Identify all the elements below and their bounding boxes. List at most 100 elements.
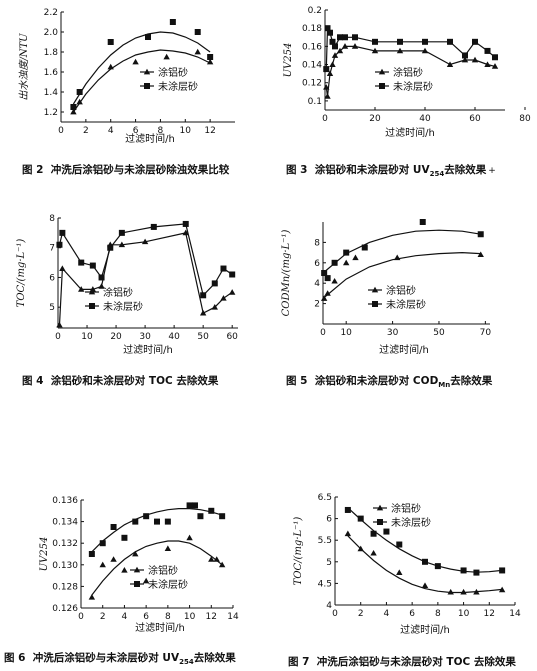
data-point-square (89, 262, 96, 269)
data-point-square (56, 241, 63, 248)
y-tick-label: 1.8 (44, 48, 59, 58)
legend-label: 未涂层砂 (103, 300, 143, 313)
data-point-triangle (421, 47, 429, 54)
y-tick-label: 0.2 (308, 6, 322, 16)
x-tick-label: 6 (143, 612, 149, 622)
data-point-triangle (491, 63, 499, 69)
y-tick-label: 0.16 (302, 42, 322, 52)
data-point-square (70, 104, 77, 110)
data-point-square (472, 38, 478, 45)
data-point-square (88, 551, 95, 557)
data-point-square (343, 249, 350, 256)
data-point-triangle (329, 61, 336, 67)
legend-label: 未涂层砂 (393, 80, 433, 93)
legend-marker-square (372, 301, 378, 307)
data-point-square (78, 259, 85, 266)
legend-marker-triangle (378, 68, 386, 75)
data-point-square (447, 38, 453, 45)
chart-fig6: 0 2 4 6 8 10 12 14 0.126 0.128 0.130 0.132 0.134 0.13… (39, 496, 239, 634)
data-point-square (422, 558, 428, 565)
data-point-triangle (394, 254, 401, 261)
x-tick-label: 8 (435, 609, 441, 619)
y-tick-label: 0.128 (52, 582, 78, 592)
legend-label: 未涂层砂 (148, 578, 188, 591)
y-tick-label: 1.6 (44, 68, 59, 78)
y-tick-label: 0.126 (52, 604, 78, 614)
data-point-triangle (107, 63, 114, 70)
data-point-triangle (324, 290, 331, 296)
data-point-square (59, 229, 66, 236)
data-point-triangle (218, 561, 226, 568)
data-point-triangle (70, 108, 77, 115)
y-tick-label: 6.5 (318, 493, 332, 503)
x-tick-label: 10 (184, 612, 196, 622)
data-point-triangle (473, 588, 480, 595)
data-point-square (207, 54, 214, 60)
x-tick-label: 40 (419, 114, 431, 124)
data-point-square (208, 507, 215, 514)
data-point-triangle (132, 58, 139, 65)
legend-marker-square (134, 581, 140, 587)
y-axis-label: CODMn/(mg·L⁻¹) (281, 230, 292, 317)
data-point-triangle (396, 47, 404, 54)
data-point-triangle (370, 549, 377, 556)
data-point-triangle (59, 265, 66, 271)
x-tick-label: 0 (78, 612, 84, 622)
data-point-triangle (194, 48, 201, 55)
data-point-triangle (351, 43, 359, 49)
data-point-triangle (110, 556, 117, 562)
data-point-square (372, 38, 378, 45)
data-point-triangle (213, 556, 220, 562)
y-tick-label: 2.0 (44, 28, 59, 38)
data-point-square (200, 292, 207, 299)
x-tick-label: 10 (81, 332, 93, 342)
data-point-triangle (344, 530, 352, 537)
x-axis-label: 过滤时间/h (125, 132, 175, 145)
series-line-square (325, 26, 496, 70)
y-tick-label: 0.18 (302, 24, 322, 34)
y-axis-label: TOC/(mg·L⁻¹) (16, 239, 27, 308)
y-tick-label: 8 (314, 238, 320, 248)
data-point-triangle (132, 550, 139, 557)
x-tick-label: 14 (509, 609, 521, 619)
legend-marker-triangle (376, 504, 384, 511)
data-point-square (132, 518, 139, 525)
data-point-triangle (99, 561, 106, 568)
x-tick-label: 10 (180, 126, 192, 136)
y-tick-label: 0.134 (52, 518, 78, 528)
data-point-triangle (118, 241, 126, 248)
data-point-triangle (320, 295, 328, 301)
data-point-triangle (331, 52, 339, 58)
caption-fig2: 图 2 冲洗后涂铝砂与未涂层砂除浊效果比较 (22, 162, 229, 177)
y-tick-label: 4 (326, 601, 332, 611)
caption-fig3: 图 3 涂铝砂和未涂层砂对 UV254去除效果 + (286, 162, 496, 178)
data-point-triangle (220, 295, 227, 301)
caption-prefix: 图 3 (286, 164, 308, 176)
x-tick-label: 30 (139, 332, 151, 342)
x-tick-label: 4 (108, 126, 114, 136)
legend-marker-square (379, 83, 385, 89)
series-line-triangle (325, 45, 496, 97)
data-point-square (422, 38, 428, 45)
series-line-triangle (58, 232, 233, 326)
data-point-triangle (484, 61, 491, 67)
data-point-triangle (211, 303, 218, 310)
data-point-square (499, 567, 506, 574)
data-point-square (220, 265, 227, 272)
legend-label: 涂铝砂 (148, 564, 178, 577)
data-point-square (352, 34, 358, 41)
y-tick-label: 2 (314, 300, 320, 310)
x-tick-label: 30 (387, 328, 399, 338)
x-tick-label: 60 (226, 332, 238, 342)
caption-suffix: 去除效果 (450, 375, 493, 387)
x-axis-label: 过滤时间/h (123, 343, 173, 356)
data-point-square (169, 19, 176, 25)
x-tick-label: 4 (384, 609, 390, 619)
y-tick-label: 0.132 (52, 539, 78, 549)
data-point-triangle (371, 47, 379, 54)
data-point-square (462, 52, 468, 59)
y-tick-label: 6 (326, 515, 332, 525)
x-tick-label: 70 (480, 328, 492, 338)
data-point-square (344, 506, 351, 513)
x-tick-label: 10 (340, 328, 352, 338)
